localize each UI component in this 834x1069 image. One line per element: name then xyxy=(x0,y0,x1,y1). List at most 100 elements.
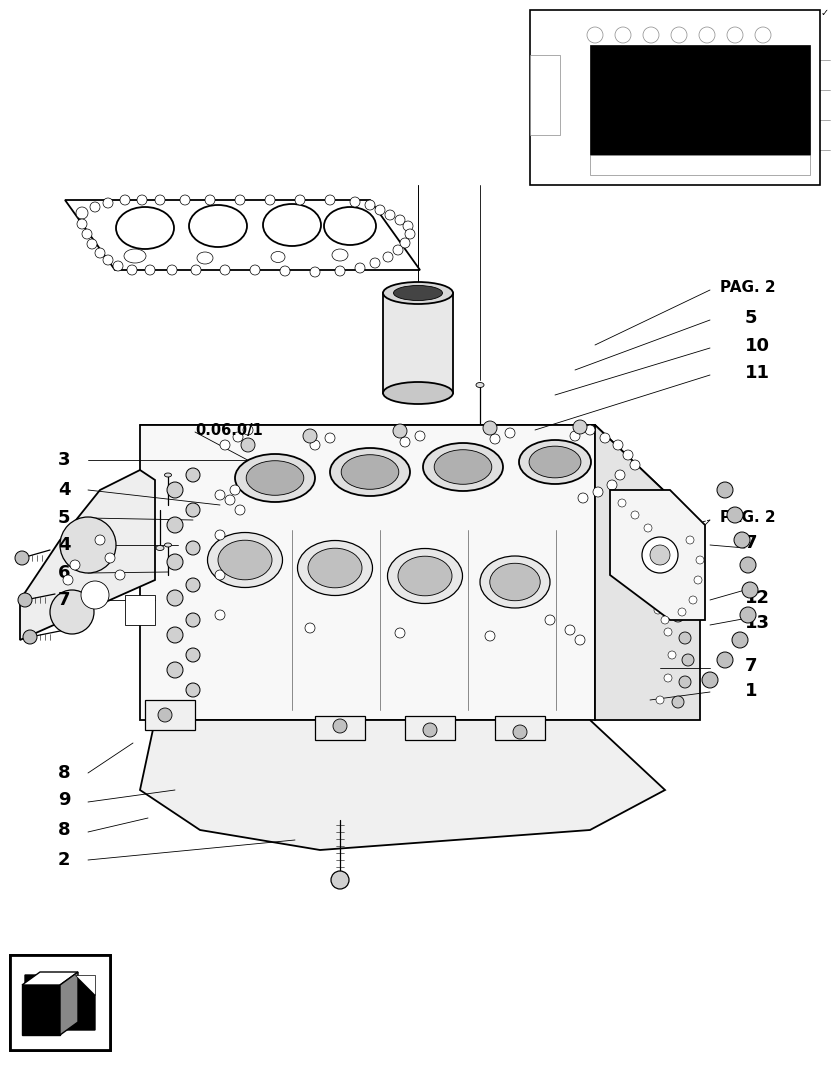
Circle shape xyxy=(734,532,750,548)
Circle shape xyxy=(15,551,29,566)
Polygon shape xyxy=(75,975,95,995)
Circle shape xyxy=(18,593,32,607)
Polygon shape xyxy=(495,716,545,740)
Circle shape xyxy=(585,425,595,435)
Ellipse shape xyxy=(164,543,172,547)
Ellipse shape xyxy=(308,548,362,588)
Polygon shape xyxy=(140,425,595,721)
Circle shape xyxy=(505,428,515,438)
Circle shape xyxy=(235,195,245,205)
Ellipse shape xyxy=(156,545,164,551)
Ellipse shape xyxy=(271,251,285,263)
Circle shape xyxy=(310,267,320,277)
Circle shape xyxy=(50,590,94,634)
Circle shape xyxy=(689,597,697,604)
Circle shape xyxy=(250,265,260,275)
Circle shape xyxy=(303,429,317,443)
Circle shape xyxy=(400,238,410,248)
Circle shape xyxy=(365,200,375,210)
Text: 10: 10 xyxy=(745,337,770,355)
Ellipse shape xyxy=(298,541,373,595)
Circle shape xyxy=(23,630,37,644)
Circle shape xyxy=(167,662,183,678)
Circle shape xyxy=(113,261,123,272)
Circle shape xyxy=(395,628,405,638)
Circle shape xyxy=(614,534,626,546)
Circle shape xyxy=(405,229,415,239)
Text: 7: 7 xyxy=(745,534,757,552)
Circle shape xyxy=(678,608,686,616)
Circle shape xyxy=(383,252,393,262)
Polygon shape xyxy=(22,985,60,1035)
Circle shape xyxy=(95,248,105,258)
Text: 5: 5 xyxy=(58,509,71,527)
Circle shape xyxy=(672,610,684,622)
Circle shape xyxy=(220,440,230,450)
Circle shape xyxy=(370,258,380,268)
Circle shape xyxy=(90,202,100,212)
Circle shape xyxy=(661,616,669,624)
Circle shape xyxy=(167,554,183,570)
Circle shape xyxy=(717,482,733,498)
Ellipse shape xyxy=(423,443,503,491)
Ellipse shape xyxy=(218,540,272,579)
Circle shape xyxy=(717,652,733,668)
Ellipse shape xyxy=(435,450,492,484)
Polygon shape xyxy=(125,595,155,625)
Circle shape xyxy=(483,421,497,435)
Ellipse shape xyxy=(263,204,321,246)
Text: 5: 5 xyxy=(745,309,757,327)
Ellipse shape xyxy=(235,454,315,502)
Circle shape xyxy=(630,460,640,470)
Text: PAG. 2: PAG. 2 xyxy=(720,280,776,295)
Circle shape xyxy=(732,632,748,648)
Text: 9: 9 xyxy=(58,791,71,809)
Circle shape xyxy=(333,719,347,733)
Polygon shape xyxy=(595,425,700,721)
Text: 8: 8 xyxy=(58,821,71,839)
Polygon shape xyxy=(20,470,155,640)
Ellipse shape xyxy=(189,205,247,247)
Circle shape xyxy=(145,265,155,275)
Circle shape xyxy=(679,632,691,644)
Ellipse shape xyxy=(476,383,484,387)
Circle shape xyxy=(641,586,649,594)
Circle shape xyxy=(702,672,718,688)
Circle shape xyxy=(186,648,200,662)
Circle shape xyxy=(395,215,405,224)
Ellipse shape xyxy=(398,556,452,595)
Text: ✓: ✓ xyxy=(821,7,829,18)
Text: 2: 2 xyxy=(58,851,71,869)
Ellipse shape xyxy=(341,454,399,490)
Polygon shape xyxy=(610,490,705,620)
Circle shape xyxy=(115,570,125,580)
Circle shape xyxy=(225,495,235,505)
Circle shape xyxy=(490,434,500,444)
Polygon shape xyxy=(65,200,420,270)
Ellipse shape xyxy=(388,548,463,604)
Circle shape xyxy=(565,625,575,635)
Circle shape xyxy=(70,560,80,570)
Ellipse shape xyxy=(208,532,283,588)
Circle shape xyxy=(82,229,92,239)
Polygon shape xyxy=(140,721,665,850)
Ellipse shape xyxy=(383,282,453,304)
Circle shape xyxy=(375,205,385,215)
Circle shape xyxy=(570,431,580,441)
Circle shape xyxy=(220,265,230,275)
Circle shape xyxy=(186,683,200,697)
Circle shape xyxy=(545,615,555,625)
Text: 6: 6 xyxy=(58,564,71,582)
Circle shape xyxy=(649,569,661,580)
Ellipse shape xyxy=(324,207,376,245)
Text: 7: 7 xyxy=(745,657,757,675)
Polygon shape xyxy=(530,55,560,135)
Ellipse shape xyxy=(383,382,453,404)
Polygon shape xyxy=(405,716,455,740)
Circle shape xyxy=(235,505,245,515)
Circle shape xyxy=(614,551,622,559)
Circle shape xyxy=(310,440,320,450)
Circle shape xyxy=(215,490,225,500)
Circle shape xyxy=(77,219,87,229)
Circle shape xyxy=(325,433,335,443)
